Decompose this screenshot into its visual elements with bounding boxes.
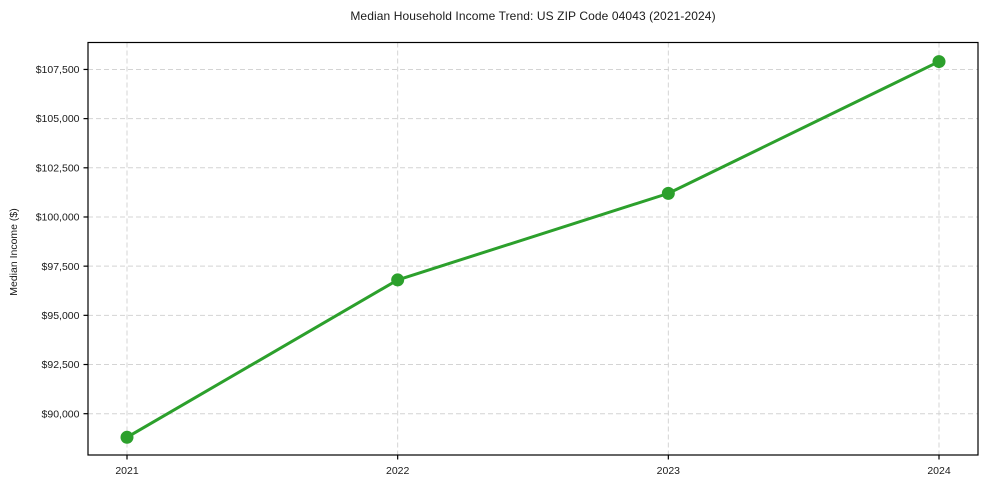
y-tick-label: $105,000 bbox=[36, 113, 80, 125]
trend-line bbox=[125, 60, 941, 439]
y-tick-label: $95,000 bbox=[42, 310, 80, 322]
y-tick-label: $100,000 bbox=[36, 212, 80, 224]
y-tick-label: $97,500 bbox=[42, 261, 80, 273]
data-point bbox=[120, 430, 134, 444]
y-tick-label: $102,500 bbox=[36, 162, 80, 174]
x-tick-label: 2021 bbox=[115, 465, 139, 477]
data-point bbox=[932, 55, 946, 69]
x-tick-label: 2024 bbox=[927, 465, 951, 477]
x-tick-label: 2022 bbox=[386, 465, 410, 477]
y-tick-label: $92,500 bbox=[42, 359, 80, 371]
data-point bbox=[391, 273, 405, 287]
y-tick-label: $90,000 bbox=[42, 408, 80, 420]
x-tick-label: 2023 bbox=[657, 465, 681, 477]
data-point bbox=[661, 186, 675, 200]
plot-border bbox=[87, 41, 979, 456]
chart-title: Median Household Income Trend: US ZIP Co… bbox=[350, 9, 716, 23]
y-tick-label: $107,500 bbox=[36, 64, 80, 76]
